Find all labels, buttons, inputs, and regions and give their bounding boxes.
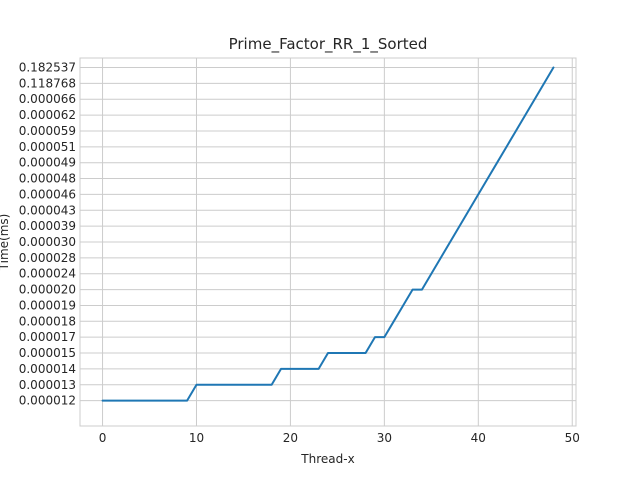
y-tick-label: 0.000019 [19, 298, 76, 312]
series-layer [101, 66, 555, 402]
y-tick-label: 0.000048 [19, 172, 76, 186]
y-tick-label: 0.000012 [19, 394, 76, 408]
x-axis-label: Thread-x [300, 452, 354, 466]
y-tick-label: 0.000024 [19, 267, 76, 281]
y-tick-label: 0.000059 [19, 124, 76, 138]
y-tick-label: 0.000020 [19, 283, 76, 297]
y-tick-label: 0.000014 [19, 362, 76, 376]
plot-frame [79, 57, 577, 427]
y-tick-label: 0.118768 [19, 76, 76, 90]
y-tick-label: 0.000013 [19, 378, 76, 392]
grid-layer [80, 58, 576, 426]
y-tick-label: 0.000018 [19, 314, 76, 328]
x-tick-label: 20 [283, 431, 298, 445]
y-tick-label: 0.182537 [19, 61, 76, 75]
y-tick-label: 0.000030 [19, 235, 76, 249]
y-tick-label: 0.000015 [19, 346, 76, 360]
x-tick-label: 10 [189, 431, 204, 445]
y-tick-label: 0.000051 [19, 140, 76, 154]
y-tick-label: 0.000046 [19, 187, 76, 201]
y-tick-label: 0.000028 [19, 251, 76, 265]
y-tick-label: 0.000039 [19, 219, 76, 233]
x-tick-label: 0 [99, 431, 107, 445]
y-tick-label: 0.000062 [19, 108, 76, 122]
y-tick-label: 0.000066 [19, 92, 76, 106]
x-tick-label: 30 [377, 431, 392, 445]
y-tick-label: 0.000017 [19, 330, 76, 344]
x-tick-label: 50 [565, 431, 580, 445]
y-axis-label: Time(ms) [0, 214, 11, 272]
series-line [101, 66, 555, 402]
x-tick-labels: 0 10 20 30 40 50 [99, 431, 580, 445]
y-tick-label: 0.000043 [19, 203, 76, 217]
y-tick-labels: 0.000012 0.000013 0.000014 0.000015 0.000017… [19, 61, 76, 408]
chart-title: Prime_Factor_RR_1_Sorted [229, 35, 428, 54]
y-tick-label: 0.000049 [19, 156, 76, 170]
x-tick-label: 40 [471, 431, 486, 445]
